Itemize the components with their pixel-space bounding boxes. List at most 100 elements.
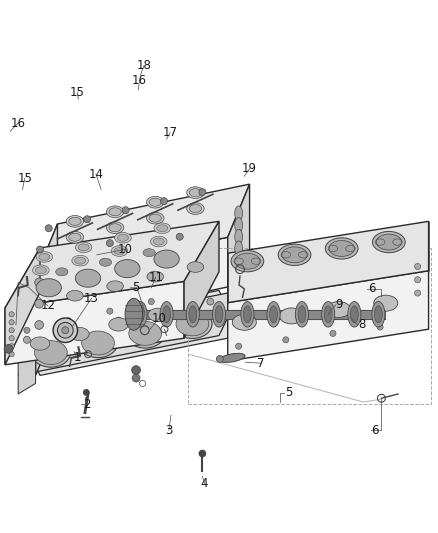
Circle shape xyxy=(176,233,183,240)
Polygon shape xyxy=(5,248,40,365)
Polygon shape xyxy=(35,224,57,375)
Ellipse shape xyxy=(78,328,118,358)
Polygon shape xyxy=(228,271,428,361)
Circle shape xyxy=(415,290,421,296)
Ellipse shape xyxy=(125,298,143,330)
Ellipse shape xyxy=(134,302,147,327)
Ellipse shape xyxy=(372,231,405,253)
Ellipse shape xyxy=(235,206,243,221)
Ellipse shape xyxy=(235,241,243,256)
Circle shape xyxy=(199,189,206,196)
Ellipse shape xyxy=(235,253,260,269)
Ellipse shape xyxy=(244,306,251,323)
Text: 16: 16 xyxy=(132,74,147,87)
Circle shape xyxy=(9,320,14,325)
Ellipse shape xyxy=(154,223,170,233)
Circle shape xyxy=(236,343,242,349)
Text: 5: 5 xyxy=(132,281,140,294)
Circle shape xyxy=(35,300,43,308)
Ellipse shape xyxy=(75,242,92,253)
Text: 15: 15 xyxy=(70,86,85,99)
Ellipse shape xyxy=(321,302,335,327)
Ellipse shape xyxy=(173,309,212,338)
Circle shape xyxy=(84,216,91,223)
Circle shape xyxy=(377,324,383,330)
Circle shape xyxy=(330,330,336,336)
Ellipse shape xyxy=(327,302,351,318)
Ellipse shape xyxy=(189,189,201,197)
Circle shape xyxy=(415,277,421,283)
Text: 18: 18 xyxy=(137,59,152,72)
Ellipse shape xyxy=(67,290,83,301)
Circle shape xyxy=(132,366,141,375)
Ellipse shape xyxy=(72,255,88,266)
Ellipse shape xyxy=(298,306,306,323)
Ellipse shape xyxy=(149,198,161,206)
Text: 15: 15 xyxy=(17,172,32,185)
Circle shape xyxy=(9,312,14,317)
Circle shape xyxy=(35,278,43,287)
Ellipse shape xyxy=(31,338,71,367)
Circle shape xyxy=(9,336,14,341)
Text: 9: 9 xyxy=(336,298,343,311)
Ellipse shape xyxy=(111,246,128,256)
Ellipse shape xyxy=(75,257,85,264)
Text: 5: 5 xyxy=(285,386,293,399)
Text: 14: 14 xyxy=(88,167,103,181)
Circle shape xyxy=(23,336,30,343)
Text: 8: 8 xyxy=(359,318,366,332)
Circle shape xyxy=(132,374,140,382)
Ellipse shape xyxy=(219,353,245,362)
Circle shape xyxy=(69,327,76,334)
Text: 10: 10 xyxy=(117,243,132,256)
Circle shape xyxy=(160,198,167,205)
Ellipse shape xyxy=(232,314,256,330)
Ellipse shape xyxy=(99,259,112,266)
Ellipse shape xyxy=(35,341,67,365)
Ellipse shape xyxy=(295,302,308,327)
Ellipse shape xyxy=(160,302,173,327)
Text: 4: 4 xyxy=(201,477,208,490)
Ellipse shape xyxy=(35,266,46,273)
Ellipse shape xyxy=(372,302,385,327)
Ellipse shape xyxy=(106,206,124,217)
Ellipse shape xyxy=(279,308,304,324)
Ellipse shape xyxy=(114,248,125,255)
Circle shape xyxy=(122,207,129,214)
Circle shape xyxy=(107,308,113,314)
Ellipse shape xyxy=(324,306,332,323)
Circle shape xyxy=(36,246,43,253)
Ellipse shape xyxy=(66,215,84,227)
Ellipse shape xyxy=(69,233,81,241)
Polygon shape xyxy=(132,310,385,319)
Ellipse shape xyxy=(215,306,223,323)
Text: 3: 3 xyxy=(165,424,173,437)
Ellipse shape xyxy=(36,279,61,297)
Polygon shape xyxy=(5,281,184,365)
Polygon shape xyxy=(18,290,241,375)
Ellipse shape xyxy=(235,229,243,244)
Ellipse shape xyxy=(153,238,164,245)
Circle shape xyxy=(53,318,78,343)
Ellipse shape xyxy=(187,262,204,272)
Ellipse shape xyxy=(115,232,131,243)
Ellipse shape xyxy=(374,295,398,311)
Circle shape xyxy=(283,337,289,343)
Circle shape xyxy=(9,352,14,357)
Circle shape xyxy=(24,327,30,333)
Text: 1: 1 xyxy=(73,351,81,365)
Circle shape xyxy=(115,317,122,324)
Circle shape xyxy=(83,390,89,395)
Ellipse shape xyxy=(69,217,81,225)
Ellipse shape xyxy=(235,217,243,232)
Text: 2: 2 xyxy=(83,398,91,411)
Ellipse shape xyxy=(176,312,209,336)
Ellipse shape xyxy=(115,260,140,278)
Ellipse shape xyxy=(189,306,197,323)
Circle shape xyxy=(106,240,113,247)
Text: 19: 19 xyxy=(242,162,257,175)
Text: 11: 11 xyxy=(148,271,163,284)
Ellipse shape xyxy=(78,244,89,251)
Circle shape xyxy=(45,225,52,232)
Ellipse shape xyxy=(66,231,84,243)
